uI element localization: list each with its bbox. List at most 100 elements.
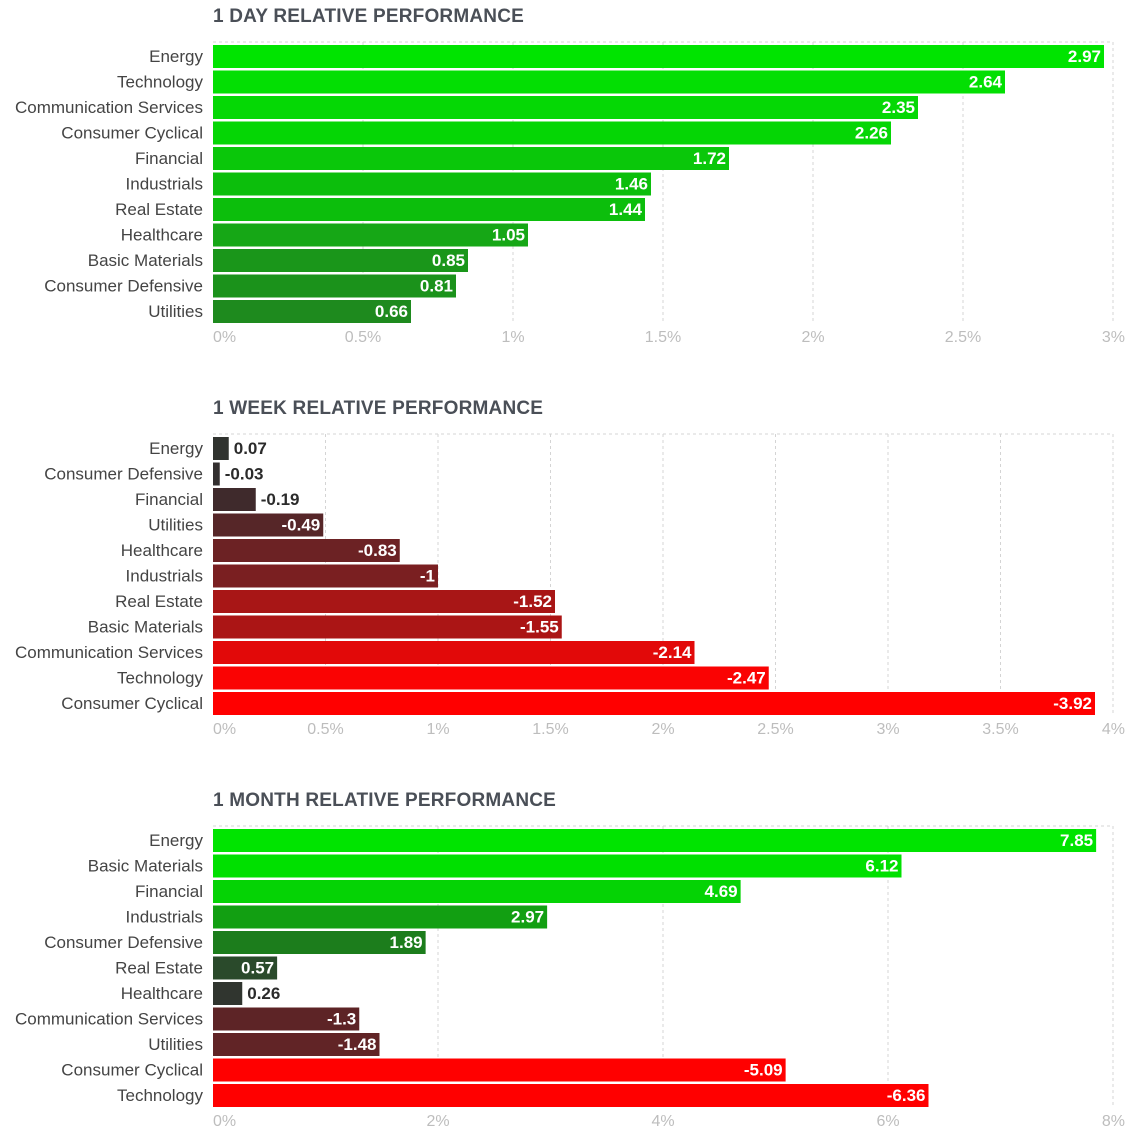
category-label-financial: Financial: [135, 149, 203, 168]
category-label-communication-services: Communication Services: [15, 98, 203, 117]
x-tick-label: 2.5%: [757, 721, 793, 737]
category-label-healthcare: Healthcare: [121, 541, 203, 560]
value-label-basic-materials: -1.55: [520, 618, 559, 637]
value-label-real-estate: -1.52: [513, 592, 552, 611]
bar-basic-materials[interactable]: [213, 615, 562, 639]
category-label-technology: Technology: [117, 73, 204, 92]
bar-financial[interactable]: [213, 147, 729, 170]
value-label-consumer-defensive: 1.89: [390, 933, 423, 952]
x-tick-label: 1.5%: [645, 329, 681, 345]
bar-communication-services[interactable]: [213, 641, 695, 664]
category-label-financial: Financial: [135, 882, 203, 901]
bar-financial[interactable]: [213, 488, 256, 511]
value-label-energy: 0.07: [234, 439, 267, 458]
bar-real-estate[interactable]: [213, 198, 645, 221]
chart-title-1-month: 1 MONTH RELATIVE PERFORMANCE: [213, 790, 557, 811]
category-label-consumer-cyclical: Consumer Cyclical: [61, 1061, 203, 1080]
x-tick-label: 4%: [651, 1113, 674, 1129]
value-label-basic-materials: 6.12: [865, 857, 898, 876]
category-label-financial: Financial: [135, 490, 203, 509]
bar-industrials[interactable]: [213, 905, 548, 929]
value-label-real-estate: 1.44: [609, 200, 643, 219]
bar-consumer-cyclical[interactable]: [213, 692, 1095, 715]
bar-real-estate[interactable]: [213, 590, 555, 613]
bar-financial[interactable]: [213, 880, 741, 903]
chart-1-week: 1 WEEK RELATIVE PERFORMANCE 0% 0.5% 1% 1.5%…: [0, 392, 1135, 737]
bar-utilities[interactable]: [213, 513, 324, 537]
category-label-healthcare: Healthcare: [121, 984, 203, 1003]
bar-communication-services[interactable]: [213, 1007, 360, 1031]
category-label-consumer-defensive: Consumer Defensive: [44, 465, 203, 484]
value-label-communication-services: 2.35: [882, 98, 915, 117]
bar-consumer-cyclical[interactable]: [213, 121, 891, 145]
value-label-healthcare: -0.83: [358, 541, 397, 560]
bar-industrials[interactable]: [213, 564, 438, 588]
bar-healthcare[interactable]: [213, 982, 243, 1005]
category-label-basic-materials: Basic Materials: [88, 251, 203, 270]
value-label-consumer-cyclical: -3.92: [1053, 694, 1092, 713]
bar-basic-materials[interactable]: [213, 249, 468, 272]
x-tick-label: 0%: [213, 721, 236, 737]
bar-communication-services[interactable]: [213, 96, 918, 119]
bar-real-estate[interactable]: [213, 956, 278, 980]
value-label-consumer-cyclical: 2.26: [855, 124, 888, 143]
category-label-consumer-cyclical: Consumer Cyclical: [61, 124, 203, 143]
x-tick-label: 4%: [1102, 721, 1125, 737]
x-tick-label: 0%: [213, 1113, 236, 1129]
x-tick-label: 0%: [213, 329, 236, 345]
value-label-utilities: -1.48: [338, 1035, 377, 1054]
value-label-consumer-cyclical: -5.09: [744, 1061, 783, 1080]
bar-utilities[interactable]: [213, 1033, 380, 1056]
bar-technology[interactable]: [213, 1084, 929, 1107]
value-label-industrials: -1: [420, 567, 435, 586]
x-tick-label: 0.5%: [345, 329, 381, 345]
value-label-industrials: 1.46: [615, 175, 648, 194]
chart-title-1-week: 1 WEEK RELATIVE PERFORMANCE: [213, 398, 544, 419]
bar-healthcare[interactable]: [213, 223, 528, 247]
category-label-utilities: Utilities: [148, 516, 203, 535]
category-label-industrials: Industrials: [126, 175, 203, 194]
x-tick-label: 3%: [876, 721, 899, 737]
bar-healthcare[interactable]: [213, 539, 400, 562]
x-tick-label: 2%: [426, 1113, 449, 1129]
value-label-utilities: 0.66: [375, 302, 408, 321]
category-label-real-estate: Real Estate: [115, 592, 203, 611]
bar-technology[interactable]: [213, 666, 769, 690]
x-tick-label: 1.5%: [532, 721, 568, 737]
category-label-basic-materials: Basic Materials: [88, 857, 203, 876]
x-tick-label: 6%: [876, 1113, 899, 1129]
x-tick-label: 2%: [801, 329, 824, 345]
x-tick-label: 1%: [501, 329, 524, 345]
category-label-basic-materials: Basic Materials: [88, 618, 203, 637]
bar-utilities[interactable]: [213, 300, 411, 323]
value-label-technology: -6.36: [887, 1086, 926, 1105]
category-label-consumer-cyclical: Consumer Cyclical: [61, 694, 203, 713]
chart-svg-1-month: 0% 2% 4% 6% 8% Energy 7.85 Basic Materials 6.12 F…: [15, 825, 1125, 1129]
bar-energy[interactable]: [213, 45, 1104, 68]
category-label-healthcare: Healthcare: [121, 226, 203, 245]
bar-industrials[interactable]: [213, 172, 651, 196]
chart-1-month: 1 MONTH RELATIVE PERFORMANCE 0% 2% 4% 6% 8% E…: [0, 784, 1135, 1129]
value-label-communication-services: -2.14: [653, 643, 692, 662]
bar-energy[interactable]: [213, 829, 1097, 852]
bar-consumer-cyclical[interactable]: [213, 1058, 786, 1082]
value-label-basic-materials: 0.85: [432, 251, 465, 270]
category-label-utilities: Utilities: [148, 1035, 203, 1054]
bar-consumer-defensive[interactable]: [213, 462, 220, 486]
value-label-financial: -0.19: [261, 490, 300, 509]
bar-energy[interactable]: [213, 437, 229, 460]
bar-consumer-defensive[interactable]: [213, 931, 426, 954]
value-label-energy: 7.85: [1060, 831, 1093, 850]
x-tick-label: 8%: [1102, 1113, 1125, 1129]
bar-basic-materials[interactable]: [213, 854, 902, 878]
bar-technology[interactable]: [213, 70, 1005, 94]
bar-consumer-defensive[interactable]: [213, 274, 456, 298]
category-label-energy: Energy: [149, 47, 203, 66]
x-tick-label: 1%: [426, 721, 449, 737]
x-tick-label: 3%: [1102, 329, 1125, 345]
value-label-financial: 1.72: [693, 149, 726, 168]
value-label-communication-services: -1.3: [327, 1010, 356, 1029]
value-label-financial: 4.69: [705, 882, 738, 901]
chart-title-1-day: 1 DAY RELATIVE PERFORMANCE: [213, 6, 525, 27]
value-label-healthcare: 0.26: [247, 984, 280, 1003]
